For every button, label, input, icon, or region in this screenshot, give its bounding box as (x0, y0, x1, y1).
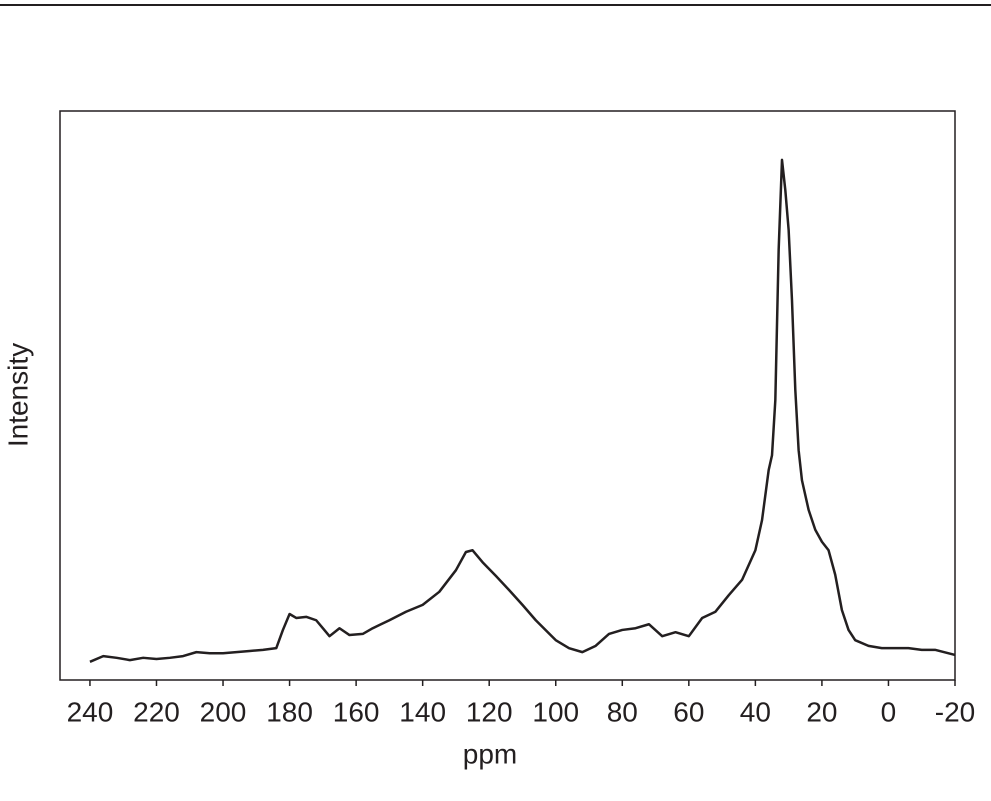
x-tick-label: -20 (935, 696, 975, 727)
x-tick-label: 80 (607, 696, 638, 727)
x-tick-label: 140 (399, 696, 446, 727)
x-tick-label: 240 (67, 696, 114, 727)
y-axis-label: Intensity (2, 343, 33, 447)
plot-frame (59, 110, 956, 681)
x-axis-label: ppm (463, 738, 517, 769)
x-tick-label: 120 (466, 696, 513, 727)
x-tick-label: 100 (532, 696, 579, 727)
x-tick-label: 20 (806, 696, 837, 727)
x-tick-label: 220 (133, 696, 180, 727)
spectrum-line (89, 158, 956, 663)
x-tick-label: 180 (266, 696, 313, 727)
x-tick-label: 0 (881, 696, 897, 727)
x-tick-label: 160 (333, 696, 380, 727)
x-tick-label: 60 (673, 696, 704, 727)
x-tick-label: 40 (740, 696, 771, 727)
x-tick-label: 200 (200, 696, 247, 727)
